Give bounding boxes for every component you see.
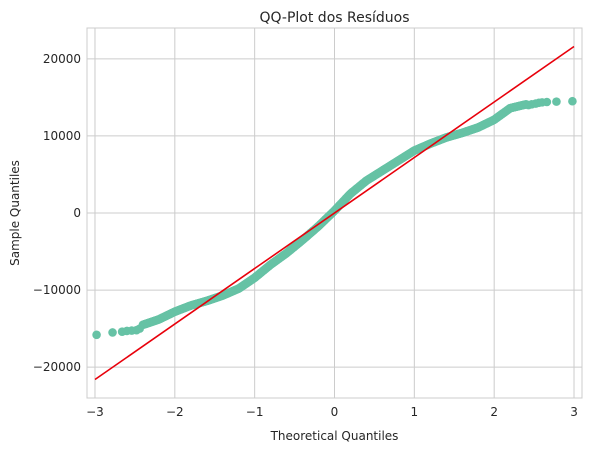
reference-line-layer: [94, 45, 575, 381]
grid-layer: [87, 28, 582, 398]
y-tick-labels: −20000 −10000 0 10000 20000: [33, 52, 81, 374]
y-tick-label: 10000: [43, 129, 81, 143]
data-point: [552, 97, 561, 106]
data-point: [108, 328, 117, 337]
y-axis-label: Sample Quantiles: [8, 160, 22, 266]
data-point: [135, 324, 144, 333]
y-tick-label: −20000: [33, 360, 81, 374]
x-tick-label: 3: [570, 405, 578, 419]
plot-frame: [86, 27, 583, 399]
y-tick-label: 20000: [43, 52, 81, 66]
y-tick-label: 0: [73, 206, 81, 220]
reference-line: [94, 45, 575, 381]
x-axis-label: Theoretical Quantiles: [270, 429, 399, 443]
x-tick-label: −1: [246, 405, 264, 419]
x-tick-label: 2: [490, 405, 498, 419]
x-tick-labels: −3 −2 −1 0 1 2 3: [86, 405, 578, 419]
data-point: [568, 96, 577, 106]
data-points-layer: [92, 96, 577, 340]
data-point: [542, 97, 552, 107]
x-tick-label: −3: [86, 405, 104, 419]
data-point: [92, 330, 101, 340]
chart-title: QQ-Plot dos Resíduos: [259, 10, 409, 26]
x-tick-label: −2: [166, 405, 184, 419]
x-tick-label: 1: [411, 405, 419, 419]
y-tick-label: −10000: [33, 283, 81, 297]
x-tick-label: 0: [331, 405, 339, 419]
